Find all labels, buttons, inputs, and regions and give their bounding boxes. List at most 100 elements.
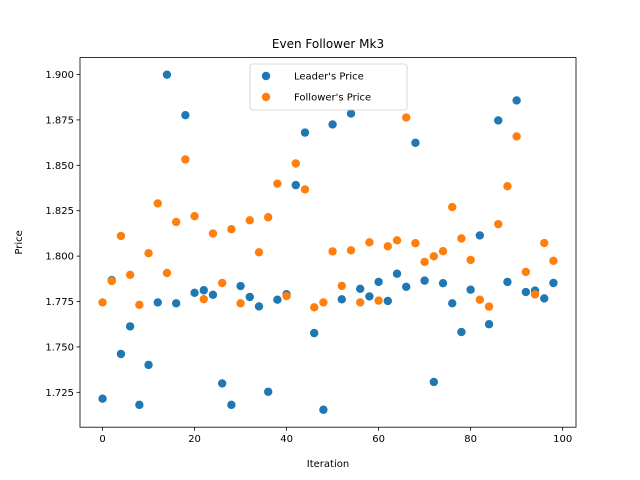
point-series-0-27 [346, 109, 356, 118]
y-tick-label-3: 1.800 [45, 252, 74, 263]
point-series-1-3 [125, 270, 135, 280]
points-layer [98, 70, 558, 414]
point-series-0-23 [310, 328, 319, 338]
point-series-1-45 [512, 132, 521, 141]
x-tick-label-0: 0 [99, 434, 105, 445]
point-series-1-24 [319, 298, 328, 307]
point-series-1-33 [402, 113, 411, 122]
point-series-1-27 [346, 246, 356, 255]
point-series-0-13 [217, 379, 227, 388]
x-tick-label-4: 80 [464, 434, 477, 445]
point-series-0-49 [549, 278, 558, 288]
point-series-1-11 [199, 294, 208, 304]
chart-title: Even Follower Mk3 [272, 37, 384, 51]
point-series-1-28 [356, 298, 365, 307]
y-tick-label-4: 1.825 [45, 206, 74, 217]
point-series-0-30 [374, 277, 383, 287]
point-series-0-48 [540, 294, 549, 303]
point-series-1-46 [521, 267, 531, 277]
axes-frame [79, 57, 577, 428]
point-series-0-21 [291, 180, 300, 190]
point-series-0-31 [383, 296, 393, 306]
point-series-1-34 [411, 239, 420, 248]
point-series-1-7 [162, 268, 172, 278]
point-series-1-17 [254, 248, 264, 257]
legend-frame [249, 63, 408, 111]
legend-marker-0 [261, 71, 271, 81]
point-series-1-4 [135, 300, 144, 309]
point-series-1-32 [392, 236, 402, 245]
point-series-0-2 [116, 349, 126, 359]
x-tick-label-2: 40 [280, 434, 293, 445]
point-series-1-15 [236, 299, 245, 308]
point-series-1-10 [190, 211, 199, 221]
point-series-1-6 [153, 199, 162, 208]
legend: Leader's Price Follower's Price [249, 63, 408, 111]
point-series-0-43 [494, 116, 503, 125]
axes-layer: 0 20 40 60 80 100 1.725 1.750 1.775 1.800 1.825 1.8… [45, 57, 577, 445]
y-tick-label-2: 1.775 [45, 297, 74, 308]
point-series-1-26 [337, 281, 346, 291]
point-series-1-36 [429, 252, 439, 261]
point-series-1-41 [475, 295, 485, 304]
point-series-1-21 [291, 159, 300, 168]
y-axis-label: Price [14, 230, 25, 254]
point-series-0-7 [162, 70, 172, 79]
point-series-1-30 [374, 296, 383, 305]
legend-marker-1 [261, 92, 271, 102]
point-series-1-13 [217, 278, 227, 288]
point-series-1-0 [98, 298, 107, 307]
point-series-0-36 [429, 377, 439, 387]
point-series-0-35 [420, 276, 429, 285]
point-series-0-8 [171, 299, 181, 308]
x-axis-label: Iteration [307, 459, 349, 470]
point-series-0-32 [392, 269, 402, 278]
y-tick-label-5: 1.850 [45, 161, 74, 172]
point-series-1-12 [208, 229, 218, 238]
point-series-0-38 [448, 299, 457, 308]
point-series-0-18 [263, 387, 273, 396]
y-tick-label-7: 1.900 [45, 70, 74, 81]
point-series-0-37 [438, 278, 448, 288]
point-series-1-37 [438, 247, 448, 256]
point-series-1-31 [383, 242, 393, 251]
point-series-0-19 [273, 295, 282, 304]
point-series-0-44 [503, 277, 512, 287]
point-series-0-26 [337, 295, 346, 304]
point-series-1-43 [494, 219, 503, 229]
point-series-0-0 [98, 394, 107, 403]
point-series-0-4 [135, 400, 144, 410]
x-tick-label-1: 20 [188, 434, 201, 445]
point-series-0-11 [199, 286, 208, 295]
point-series-0-5 [144, 360, 153, 370]
point-series-1-44 [503, 181, 512, 191]
point-series-0-39 [457, 327, 466, 337]
point-series-0-46 [521, 287, 531, 297]
point-series-0-16 [245, 292, 254, 302]
point-series-0-3 [125, 322, 135, 331]
point-series-1-23 [310, 303, 319, 312]
point-series-0-34 [411, 138, 420, 147]
point-series-1-1 [107, 276, 116, 286]
point-series-0-45 [512, 96, 521, 105]
point-series-1-14 [227, 225, 236, 234]
point-series-1-8 [171, 217, 181, 227]
point-series-1-16 [245, 216, 254, 225]
point-series-1-19 [273, 179, 282, 188]
legend-label-0: Leader's Price [294, 72, 364, 83]
point-series-1-22 [300, 185, 310, 194]
point-series-0-14 [227, 400, 236, 410]
point-series-0-42 [484, 320, 494, 329]
point-series-1-47 [530, 290, 540, 299]
point-series-0-28 [356, 284, 365, 293]
point-series-1-49 [549, 256, 558, 266]
point-series-0-33 [402, 282, 411, 292]
point-series-1-40 [466, 255, 475, 265]
point-series-1-42 [484, 302, 494, 311]
point-series-0-10 [190, 288, 199, 297]
point-series-0-15 [236, 281, 245, 291]
point-series-1-39 [457, 234, 466, 243]
point-series-1-2 [116, 231, 126, 241]
point-series-1-18 [263, 213, 273, 222]
y-tick-label-1: 1.750 [45, 342, 74, 353]
